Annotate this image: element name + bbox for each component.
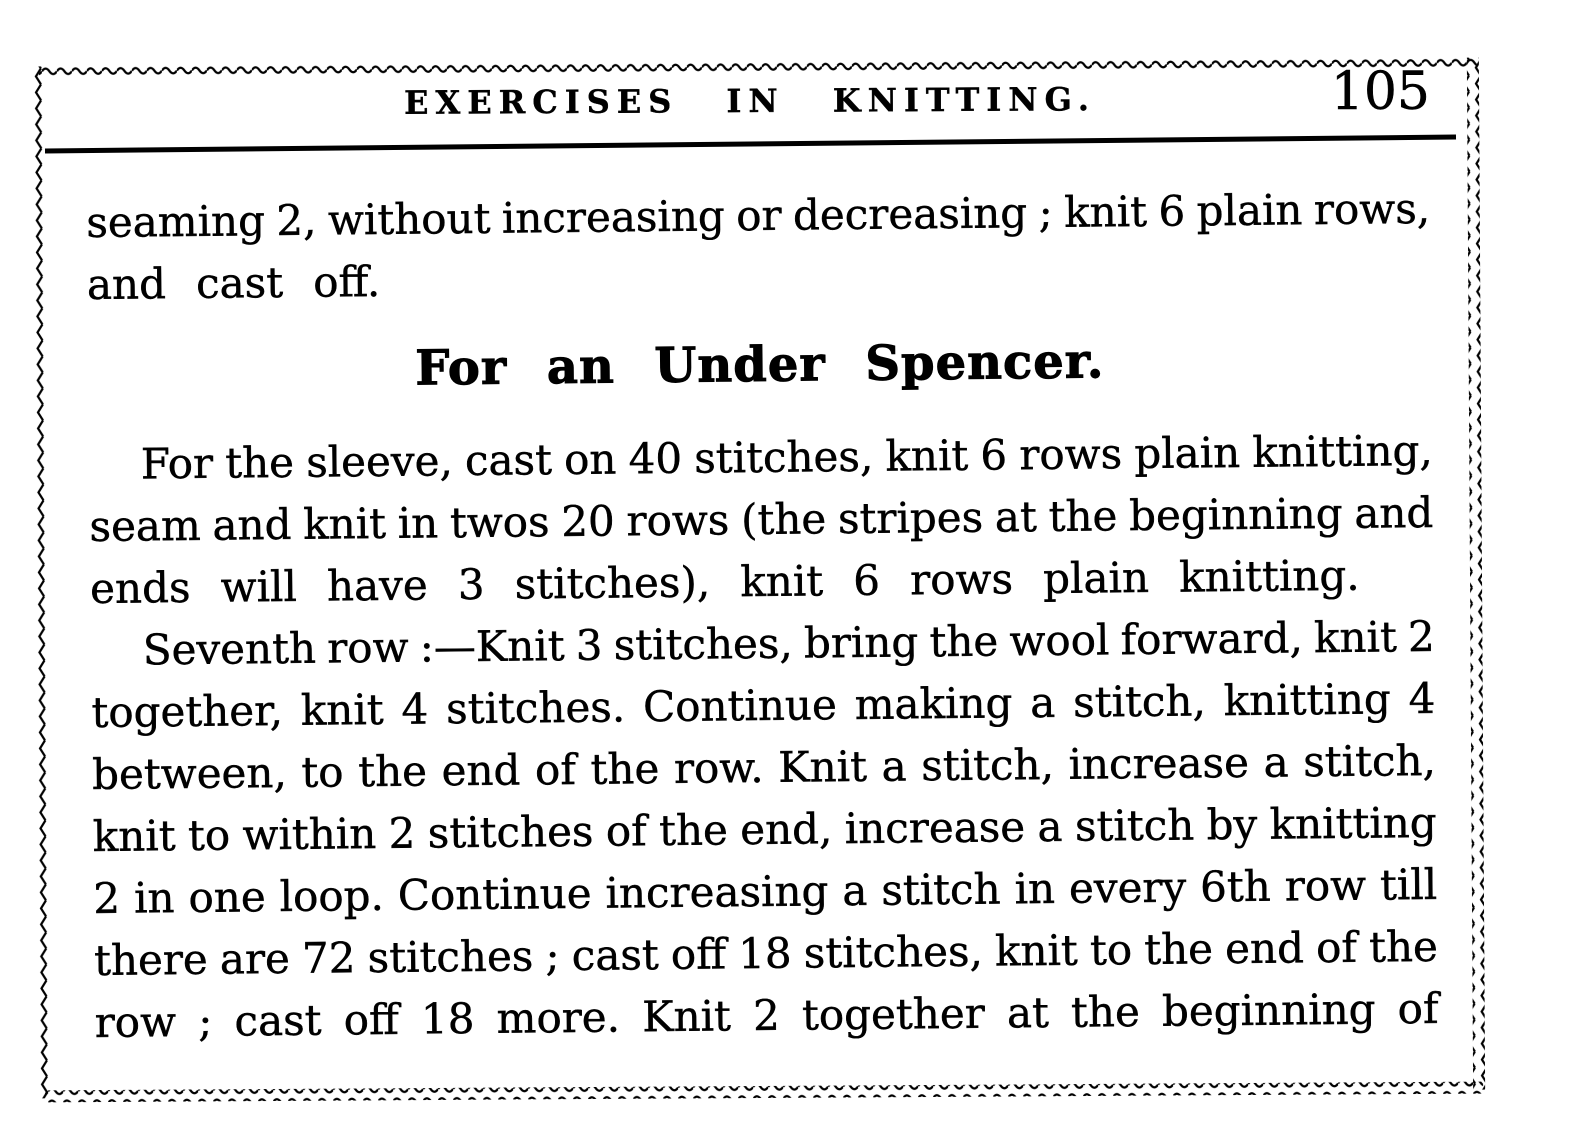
paragraph-1-line-2: and cast off. — [86, 256, 381, 310]
running-header-title: EXERCISES IN KNITTING. — [403, 80, 1097, 122]
section-heading-under-spencer: For an Under Spencer. — [415, 333, 1106, 397]
page-number: 105 — [1330, 62, 1430, 122]
zigzag-border — [32, 55, 1486, 1103]
header-rule — [44, 134, 1457, 154]
page-body-text: seaming 2, without increasing or decreasing; k… — [86, 178, 1439, 1054]
